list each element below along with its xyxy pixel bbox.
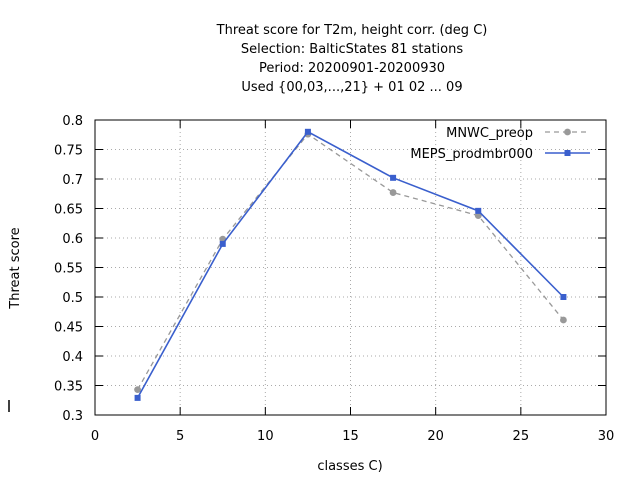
data-point bbox=[560, 294, 567, 300]
data-point bbox=[304, 128, 311, 135]
series-line bbox=[137, 133, 564, 390]
series bbox=[134, 128, 567, 401]
legend-label: MNWC_preop bbox=[446, 126, 533, 141]
chart-title: Threat score for T2m, height corr. (deg … bbox=[216, 23, 488, 95]
legend: MNWC_preop MEPS_prodmbr000 bbox=[410, 126, 590, 162]
title-line: Threat score for T2m, height corr. (deg … bbox=[216, 23, 488, 38]
x-tick-label: 5 bbox=[176, 429, 184, 444]
data-point bbox=[560, 316, 567, 324]
x-tick-label: 10 bbox=[257, 429, 274, 444]
y-tick-label: 0.6 bbox=[62, 232, 83, 247]
grid bbox=[95, 120, 606, 415]
y-axis-label: Threat score bbox=[8, 227, 23, 309]
y-tick-label: 0.75 bbox=[54, 144, 83, 159]
y-tick-label: 0.65 bbox=[54, 203, 83, 218]
y-tick-label: 0.7 bbox=[62, 173, 83, 188]
legend-marker bbox=[564, 150, 571, 156]
title-line: Used {00,03,...,21} + 01 02 ... 09 bbox=[241, 80, 462, 95]
data-point bbox=[134, 386, 141, 394]
axes bbox=[94, 119, 607, 416]
tick-labels: 0 5 10 15 20 25 30 0.3 0.35 0.4 0.45 0.5 0.55 0.6 0.65… bbox=[54, 114, 614, 444]
data-point bbox=[474, 212, 482, 219]
x-tick-label: 30 bbox=[598, 429, 615, 444]
y-tick-label: 0.5 bbox=[62, 291, 83, 306]
data-point bbox=[389, 189, 397, 196]
legend-label: MEPS_prodmbr000 bbox=[410, 147, 533, 162]
x-tick-label: 15 bbox=[342, 429, 359, 444]
y-tick-label: 0.4 bbox=[62, 350, 83, 365]
y-tick-label: 0.8 bbox=[62, 114, 83, 129]
data-point bbox=[475, 207, 482, 214]
y-tick-label: 0.45 bbox=[54, 321, 83, 336]
data-point bbox=[134, 394, 141, 401]
title-line: Period: 20200901-20200930 bbox=[259, 61, 445, 76]
x-tick-label: 25 bbox=[513, 429, 530, 444]
y-tick-label: 0.55 bbox=[54, 262, 83, 277]
data-point bbox=[390, 174, 397, 181]
x-tick-label: 20 bbox=[427, 429, 444, 444]
legend-marker bbox=[564, 128, 571, 136]
x-tick-label: 0 bbox=[91, 429, 99, 444]
x-axis-label: classes C) bbox=[317, 459, 382, 474]
title-line: Selection: BalticStates 81 stations bbox=[241, 42, 464, 57]
data-point bbox=[219, 240, 226, 247]
series-line bbox=[136, 130, 564, 399]
y-tick-label: 0.3 bbox=[62, 409, 83, 424]
y-tick-label: 0.35 bbox=[54, 380, 83, 395]
